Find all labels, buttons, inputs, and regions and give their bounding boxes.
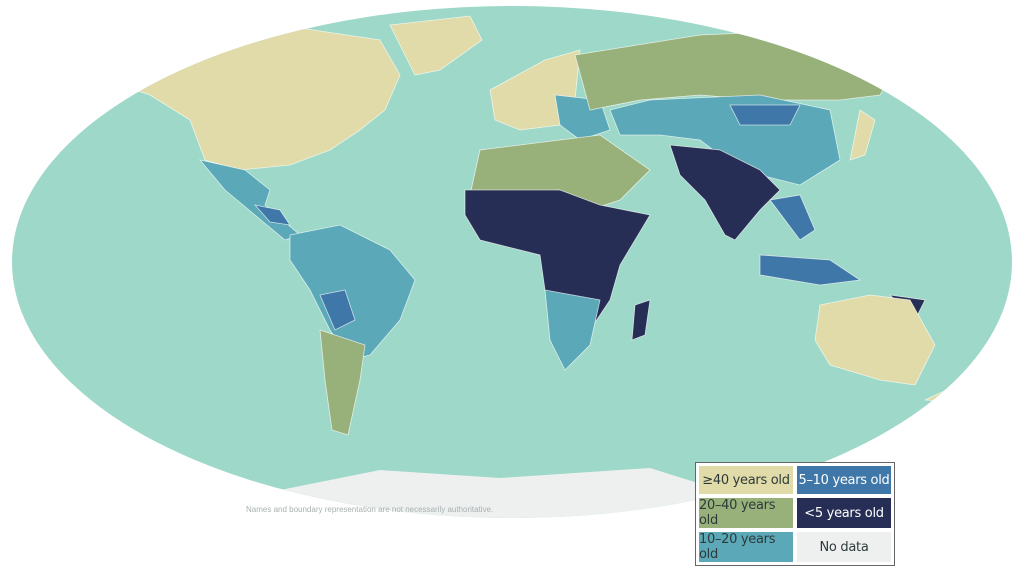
legend: ≥40 years old 5–10 years old 20–40 years… [695,462,895,566]
legend-no-data: No data [797,532,891,562]
madagascar [631,299,651,341]
greenland [389,15,483,76]
legend-ge40: ≥40 years old [699,466,793,494]
southern-cone [319,329,366,436]
southeast-asia [769,194,816,241]
japan [849,109,876,161]
caribbean [253,204,291,226]
legend-10-20: 10–20 years old [699,532,793,562]
legend-20-40: 20–40 years old [699,498,793,528]
australia [814,294,936,386]
legend-lt5: <5 years old [797,498,891,528]
south-asia [669,144,781,241]
disclaimer-note: Names and boundary representation are no… [246,505,494,514]
legend-5-10: 5–10 years old [797,466,891,494]
bolivia [319,289,356,331]
indonesia [759,254,862,286]
southern-africa [544,289,601,371]
south-america [289,224,416,361]
mongolia [729,104,801,126]
